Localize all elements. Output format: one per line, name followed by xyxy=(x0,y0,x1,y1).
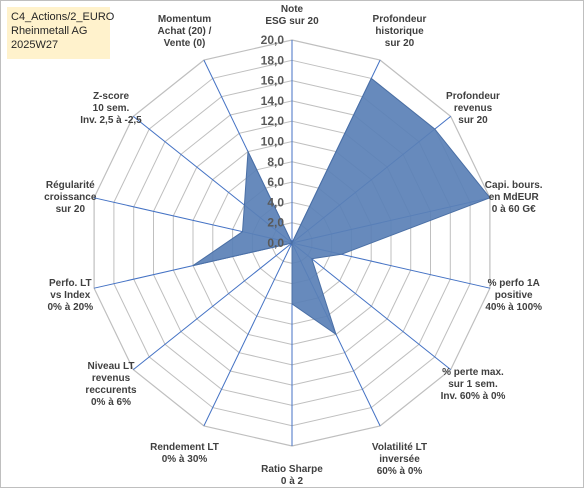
tick-label: 14,0 xyxy=(261,94,285,108)
axis-label: Rendement LT 0% à 30% xyxy=(150,442,219,465)
axis-label: Profondeur historique sur 20 xyxy=(373,14,427,49)
axis-spoke xyxy=(291,242,452,370)
axis-label: Momentum Achat (20) / Vente (0) xyxy=(158,14,212,49)
axis-spoke xyxy=(132,242,293,370)
axis-label: Profondeur revenus sur 20 xyxy=(446,91,500,126)
axis-label: % perfo 1A positive 40% à 100% xyxy=(485,278,542,313)
axis-label: Niveau LT revenus reccurents 0% à 6% xyxy=(85,361,137,408)
tick-label: 20,0 xyxy=(261,33,285,47)
axis-label: Perfo. LT vs Index 0% à 20% xyxy=(48,278,94,313)
title-line-category: C4_Actions/2_EURO xyxy=(11,11,115,23)
axis-label: Z-score 10 sem. Inv. 2,5 à -2,5 xyxy=(80,91,142,126)
series-area xyxy=(192,77,491,336)
axis-label: Ratio Sharpe 0 à 2 xyxy=(261,464,323,487)
axis-label: % perte max. sur 1 sem. Inv. 60% à 0% xyxy=(441,367,506,402)
axis-label: Régularité croissance sur 20 xyxy=(44,180,97,215)
axis-label: Note ESG sur 20 xyxy=(265,4,319,27)
chart-title-box: C4_Actions/2_EURO Rheinmetall AG 2025W27 xyxy=(7,7,115,59)
title-line-company: Rheinmetall AG xyxy=(11,25,88,37)
tick-label: 8,0 xyxy=(267,155,284,169)
axis-label: Capi. bours. en MdEUR 0 à 60 G€ xyxy=(485,180,543,215)
title-line-week: 2025W27 xyxy=(11,39,59,51)
tick-label: 12,0 xyxy=(261,114,285,128)
axis-spoke xyxy=(203,242,293,427)
tick-label: 4,0 xyxy=(267,195,284,209)
tick-label: 18,0 xyxy=(261,53,285,67)
tick-label: 6,0 xyxy=(267,175,284,189)
tick-label: 0,0 xyxy=(267,236,284,250)
tick-label: 16,0 xyxy=(261,74,285,88)
axis-label: Volatilité LT inversée 60% à 0% xyxy=(372,442,427,477)
tick-label: 2,0 xyxy=(267,216,284,230)
tick-label: 10,0 xyxy=(261,135,285,149)
